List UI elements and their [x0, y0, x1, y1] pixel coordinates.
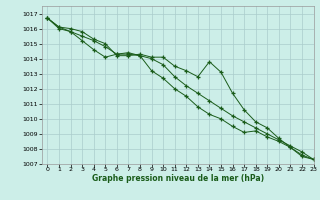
X-axis label: Graphe pression niveau de la mer (hPa): Graphe pression niveau de la mer (hPa) — [92, 174, 264, 183]
